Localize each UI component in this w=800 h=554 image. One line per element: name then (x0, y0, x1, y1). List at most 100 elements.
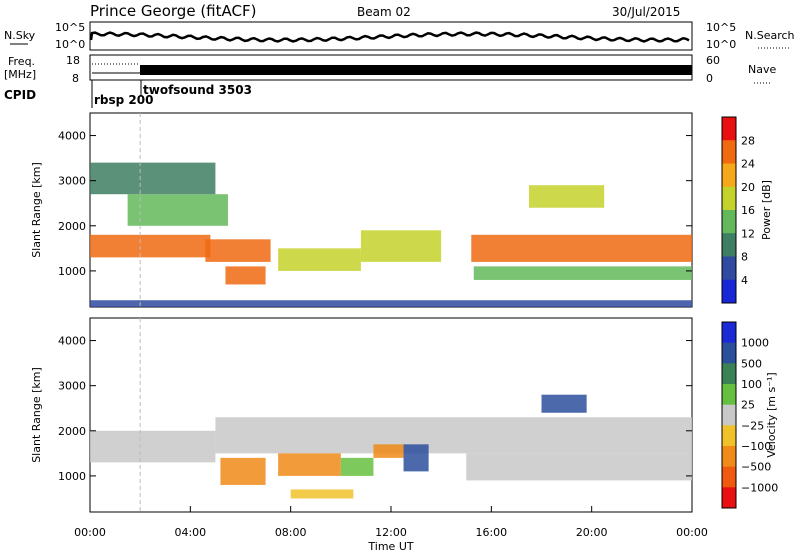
x-tick-label: 08:00 (275, 526, 307, 539)
velocity-region (90, 430, 216, 463)
velocity-colorbar: 1000 500 100 25 −25 −100 −500 −1000 (721, 321, 778, 509)
station-title: Prince George (fitACF) (90, 2, 256, 20)
cpid-label: CPID (4, 88, 36, 102)
y-tick-label: 1000 (58, 265, 86, 278)
velocity-y-ticks: 1000 2000 3000 4000 (58, 335, 692, 483)
nsearch-label: N.Search (745, 29, 795, 42)
velocity-panel: 1000 2000 3000 4000 00:00 04:00 08:00 12:00 16:… (30, 317, 778, 553)
velocity-x-label: Time UT (367, 540, 413, 553)
velocity-region (220, 457, 266, 485)
colorbar-tick-label: 25 (741, 399, 755, 412)
colorbar-tick-label: 4 (741, 274, 748, 287)
power-region (473, 266, 692, 280)
nave-label: Nave (748, 63, 776, 76)
colorbar-tick-label: 12 (741, 227, 755, 240)
colorbar-tick-label: 1000 (741, 337, 769, 350)
colorbar-swatch (722, 425, 736, 447)
velocity-region (340, 457, 374, 476)
freq-label-2: [MHz] (4, 68, 36, 81)
power-region (90, 300, 692, 307)
freq-solid-band (140, 65, 692, 75)
freq-label-1: Freq. (8, 55, 35, 68)
nsky-tick-top: 10^5 (55, 21, 85, 34)
colorbar-swatch (722, 446, 736, 468)
colorbar-tick-label: 24 (741, 158, 755, 171)
colorbar-swatch (722, 404, 736, 426)
colorbar-swatch (722, 233, 736, 257)
cpid-program-2: twofsound 3503 (143, 83, 252, 97)
nave-tick-bottom: 0 (706, 72, 713, 85)
x-tick-label: 00:00 (74, 526, 106, 539)
y-tick-label: 3000 (58, 380, 86, 393)
velocity-colorbar-label: Velocity [m s⁻¹] (765, 372, 778, 457)
x-tick-label: 00:00 (676, 526, 708, 539)
colorbar-swatch (722, 466, 736, 488)
velocity-plot-frame (89, 317, 693, 513)
y-tick-label: 2000 (58, 425, 86, 438)
colorbar-tick-label: 16 (741, 204, 755, 217)
power-y-ticks: 1000 2000 3000 4000 (58, 130, 692, 278)
colorbar-swatch (722, 322, 736, 344)
colorbar-tick-label: −25 (741, 419, 764, 432)
cpid-program-1: rbsp 200 (94, 93, 153, 107)
velocity-region (466, 453, 692, 481)
colorbar-frame (721, 116, 737, 304)
y-tick-label: 4000 (58, 130, 86, 143)
power-region (225, 266, 266, 285)
colorbar-swatch (722, 117, 736, 141)
x-tick-label: 16:00 (475, 526, 507, 539)
power-region (528, 185, 605, 208)
colorbar-tick-label: 500 (741, 357, 762, 370)
power-colorbar-label: Power [dB] (760, 180, 773, 240)
power-region (205, 239, 271, 262)
beam-title: Beam 02 (357, 5, 411, 19)
colorbar-swatch (722, 279, 736, 304)
velocity-region (373, 444, 404, 458)
power-region (90, 162, 216, 195)
power-y-label: Slant Range [km] (30, 162, 43, 258)
velocity-region (278, 453, 341, 476)
x-tick-label: 20:00 (576, 526, 608, 539)
freq-tick-bottom: 8 (72, 72, 79, 85)
colorbar-swatch (722, 363, 736, 385)
colorbar-swatch (722, 384, 736, 406)
colorbar-swatch (722, 186, 736, 211)
colorbar-tick-label: 28 (741, 134, 755, 147)
colorbar-frame (721, 321, 737, 509)
x-tick-label: 12:00 (375, 526, 407, 539)
nsky-tick-bottom: 10^0 (55, 38, 85, 51)
colorbar-swatch (722, 342, 736, 364)
nsearch-tick-bottom: 10^0 (706, 38, 736, 51)
colorbar-swatch (722, 140, 736, 164)
power-cells (90, 113, 692, 307)
nave-tick-top: 60 (706, 54, 720, 67)
power-region (471, 234, 692, 262)
nsearch-tick-top: 10^5 (706, 21, 736, 34)
colorbar-swatch (722, 210, 736, 234)
y-tick-label: 2000 (58, 220, 86, 233)
velocity-region (541, 394, 587, 413)
velocity-region (215, 417, 692, 454)
colorbar-tick-label: 100 (741, 378, 762, 391)
freq-tick-top: 18 (66, 54, 80, 67)
power-region (127, 194, 228, 226)
y-tick-label: 3000 (58, 175, 86, 188)
power-region (360, 230, 442, 262)
velocity-region (403, 444, 429, 472)
colorbar-tick-label: 20 (741, 181, 755, 194)
y-tick-label: 4000 (58, 335, 86, 348)
power-region (278, 248, 361, 271)
colorbar-swatch (722, 487, 736, 509)
power-region (90, 234, 211, 258)
colorbar-swatch (722, 163, 736, 188)
colorbar-tick-label: −100 (741, 440, 771, 453)
velocity-cells (90, 318, 692, 512)
colorbar-swatch (722, 256, 736, 281)
colorbar-tick-label: −500 (741, 461, 771, 474)
noise-trace (89, 31, 690, 43)
colorbar-tick-label: −1000 (741, 481, 778, 494)
noise-panel (89, 21, 693, 51)
y-tick-label: 1000 (58, 470, 86, 483)
velocity-x-ticks: 00:00 04:00 08:00 12:00 16:00 20:00 00:00 (74, 506, 708, 539)
